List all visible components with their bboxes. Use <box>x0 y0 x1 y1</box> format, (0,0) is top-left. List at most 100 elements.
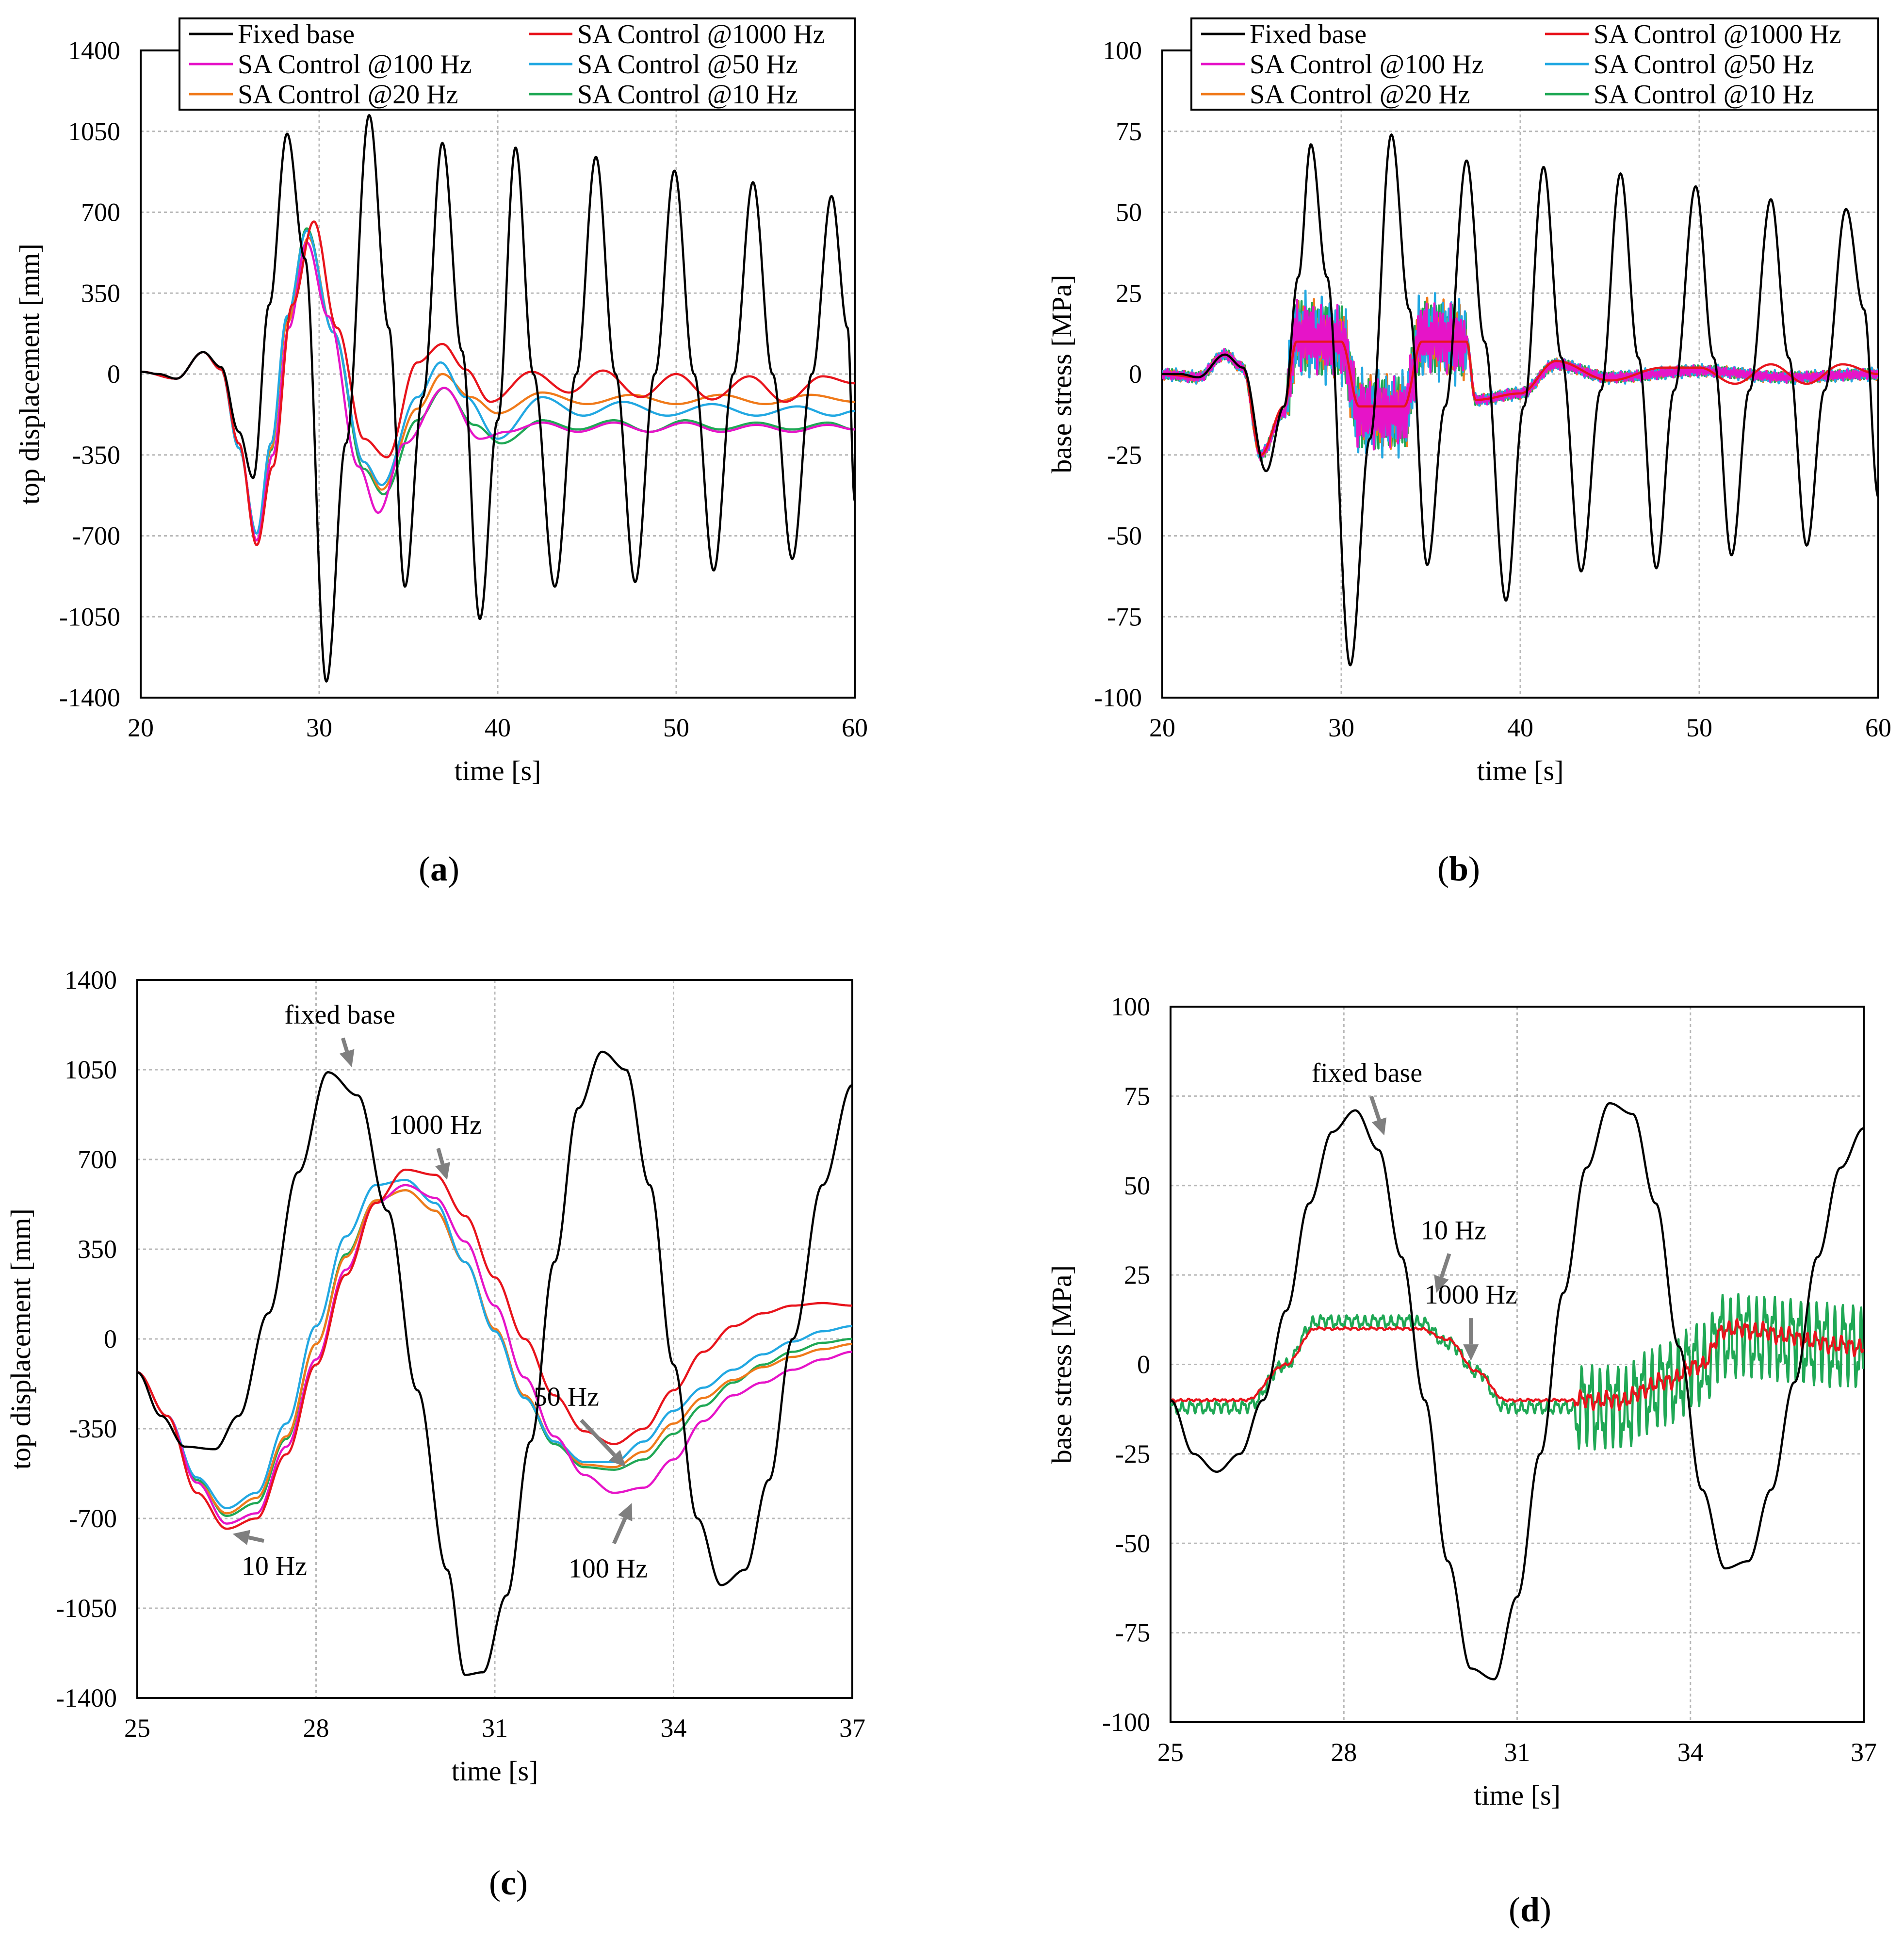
y-axis-label: base stress [MPa] <box>1046 275 1077 473</box>
x-tick-label: 60 <box>842 713 868 742</box>
x-tick-label: 40 <box>485 713 511 742</box>
legend-label-hz100: SA Control @100 Hz <box>238 49 472 80</box>
y-tick-label: 1050 <box>68 117 120 146</box>
x-axis-label: time [s] <box>1474 1779 1561 1811</box>
y-tick-label: -700 <box>72 522 120 551</box>
x-tick-label: 40 <box>1507 713 1533 742</box>
y-axis-label: top displacement [mm] <box>5 1208 36 1469</box>
y-tick-label: 75 <box>1124 1081 1150 1110</box>
panel-label-c: (c) <box>489 1863 528 1902</box>
annotation-label: 1000 Hz <box>1425 1280 1517 1310</box>
series-line-fixed <box>141 114 855 683</box>
series-line-hz100 <box>137 1184 852 1525</box>
y-tick-label: -50 <box>1107 522 1142 551</box>
annotation-arrow-head <box>609 1450 626 1468</box>
annotation-label: 100 Hz <box>569 1554 648 1584</box>
y-tick-label: 25 <box>1124 1260 1150 1289</box>
y-tick-label: -1400 <box>56 1683 117 1713</box>
x-tick-label: 30 <box>1328 713 1354 742</box>
annotation-arrow-shaft <box>1439 1253 1451 1278</box>
x-axis-label: time [s] <box>455 755 541 786</box>
legend-label-fixed: Fixed base <box>1250 19 1367 49</box>
annotation-arrow-shaft <box>341 1037 349 1052</box>
y-tick-label: -1050 <box>59 602 120 631</box>
x-tick-label: 34 <box>661 1713 687 1743</box>
annotation-arrow-head <box>1434 1274 1449 1293</box>
legend-label-hz50: SA Control @50 Hz <box>1594 49 1814 80</box>
y-tick-label: 350 <box>78 1235 117 1264</box>
legend-box <box>1190 17 1879 111</box>
y-tick-label: 700 <box>78 1145 117 1174</box>
legend-label-hz10: SA Control @10 Hz <box>577 80 797 110</box>
panel-label-b: (b) <box>1437 849 1480 888</box>
legend-box <box>179 17 856 111</box>
x-tick-label: 28 <box>303 1713 329 1743</box>
x-tick-label: 50 <box>1686 713 1712 742</box>
annotation-label: 50 Hz <box>534 1382 599 1412</box>
series-line-fixed <box>137 1050 852 1676</box>
y-axis-label: top displacement [mm] <box>14 244 45 505</box>
annotation-arrow-shaft <box>1369 1095 1381 1121</box>
annotation-label: 10 Hz <box>1421 1215 1486 1245</box>
x-tick-label: 20 <box>128 713 154 742</box>
y-tick-label: -100 <box>1102 1708 1150 1737</box>
y-tick-label: -700 <box>69 1504 117 1533</box>
legend-label-hz20: SA Control @20 Hz <box>1250 80 1470 110</box>
y-tick-label: 1400 <box>68 36 120 65</box>
series-line-fixed <box>1162 133 1878 667</box>
legend-label-hz20: SA Control @20 Hz <box>238 80 458 110</box>
series-line-hz10 <box>1171 1293 1864 1451</box>
y-tick-label: 25 <box>1116 278 1142 308</box>
y-tick-label: 0 <box>1129 359 1142 389</box>
annotation-arrow-head <box>232 1530 251 1545</box>
panel-label-a: (a) <box>419 849 459 888</box>
series-line-fixed <box>1171 1102 1864 1680</box>
x-tick-label: 28 <box>1331 1738 1357 1767</box>
y-tick-label: 350 <box>81 278 120 308</box>
annotation-label: fixed base <box>284 1000 395 1030</box>
y-tick-label: 0 <box>104 1324 117 1354</box>
panel-label-d: (d) <box>1509 1890 1551 1929</box>
x-tick-label: 60 <box>1865 713 1891 742</box>
y-tick-label: 0 <box>107 359 120 389</box>
x-tick-label: 37 <box>1851 1738 1877 1767</box>
annotation-arrow-head <box>339 1049 355 1067</box>
legend-label-hz10: SA Control @10 Hz <box>1594 80 1814 110</box>
panel-d: 25 28 31 34 37 -100 -75 -50 -25 0 25 50 75 100 time [s… <box>1046 992 1877 1811</box>
y-tick-label: -350 <box>72 440 120 470</box>
annotation-label: 1000 Hz <box>389 1110 482 1140</box>
x-axis-label: time [s] <box>452 1755 538 1787</box>
y-tick-label: 1050 <box>65 1055 117 1084</box>
series-line-hz100 <box>1162 299 1878 462</box>
y-tick-label: 100 <box>1111 992 1150 1021</box>
y-tick-label: -75 <box>1107 602 1142 631</box>
y-axis-label: base stress [MPa] <box>1046 1265 1077 1464</box>
annotation-arrow-head <box>1371 1117 1387 1136</box>
y-tick-label: 75 <box>1116 117 1142 146</box>
y-tick-label: 100 <box>1103 36 1142 65</box>
legend-label-hz100: SA Control @100 Hz <box>1250 49 1483 80</box>
legend-label-hz1000: SA Control @1000 Hz <box>1594 19 1841 49</box>
annotation-arrow-shaft <box>612 1517 627 1545</box>
y-tick-label: 50 <box>1116 198 1142 227</box>
y-tick-label: -1400 <box>59 683 120 712</box>
series-line-hz50 <box>137 1179 852 1510</box>
y-tick-label: -350 <box>69 1414 117 1443</box>
y-tick-label: 1400 <box>65 965 117 995</box>
y-tick-label: -1050 <box>56 1594 117 1623</box>
annotation-arrow-head <box>1463 1344 1479 1361</box>
annotation-arrow-head <box>618 1503 633 1521</box>
x-tick-label: 25 <box>1157 1738 1184 1767</box>
legend-label-fixed: Fixed base <box>238 19 355 49</box>
panel-c: 25 28 31 34 37 -1400 -1050 -700 -350 0 350 700 1050 1… <box>5 965 865 1787</box>
legend-label-hz50: SA Control @50 Hz <box>577 49 797 80</box>
x-tick-label: 25 <box>124 1713 150 1743</box>
y-tick-label: 50 <box>1124 1171 1150 1200</box>
annotation-label: 10 Hz <box>242 1551 307 1581</box>
x-tick-label: 20 <box>1149 713 1175 742</box>
x-tick-label: 50 <box>663 713 689 742</box>
annotation-label: fixed base <box>1312 1058 1423 1088</box>
